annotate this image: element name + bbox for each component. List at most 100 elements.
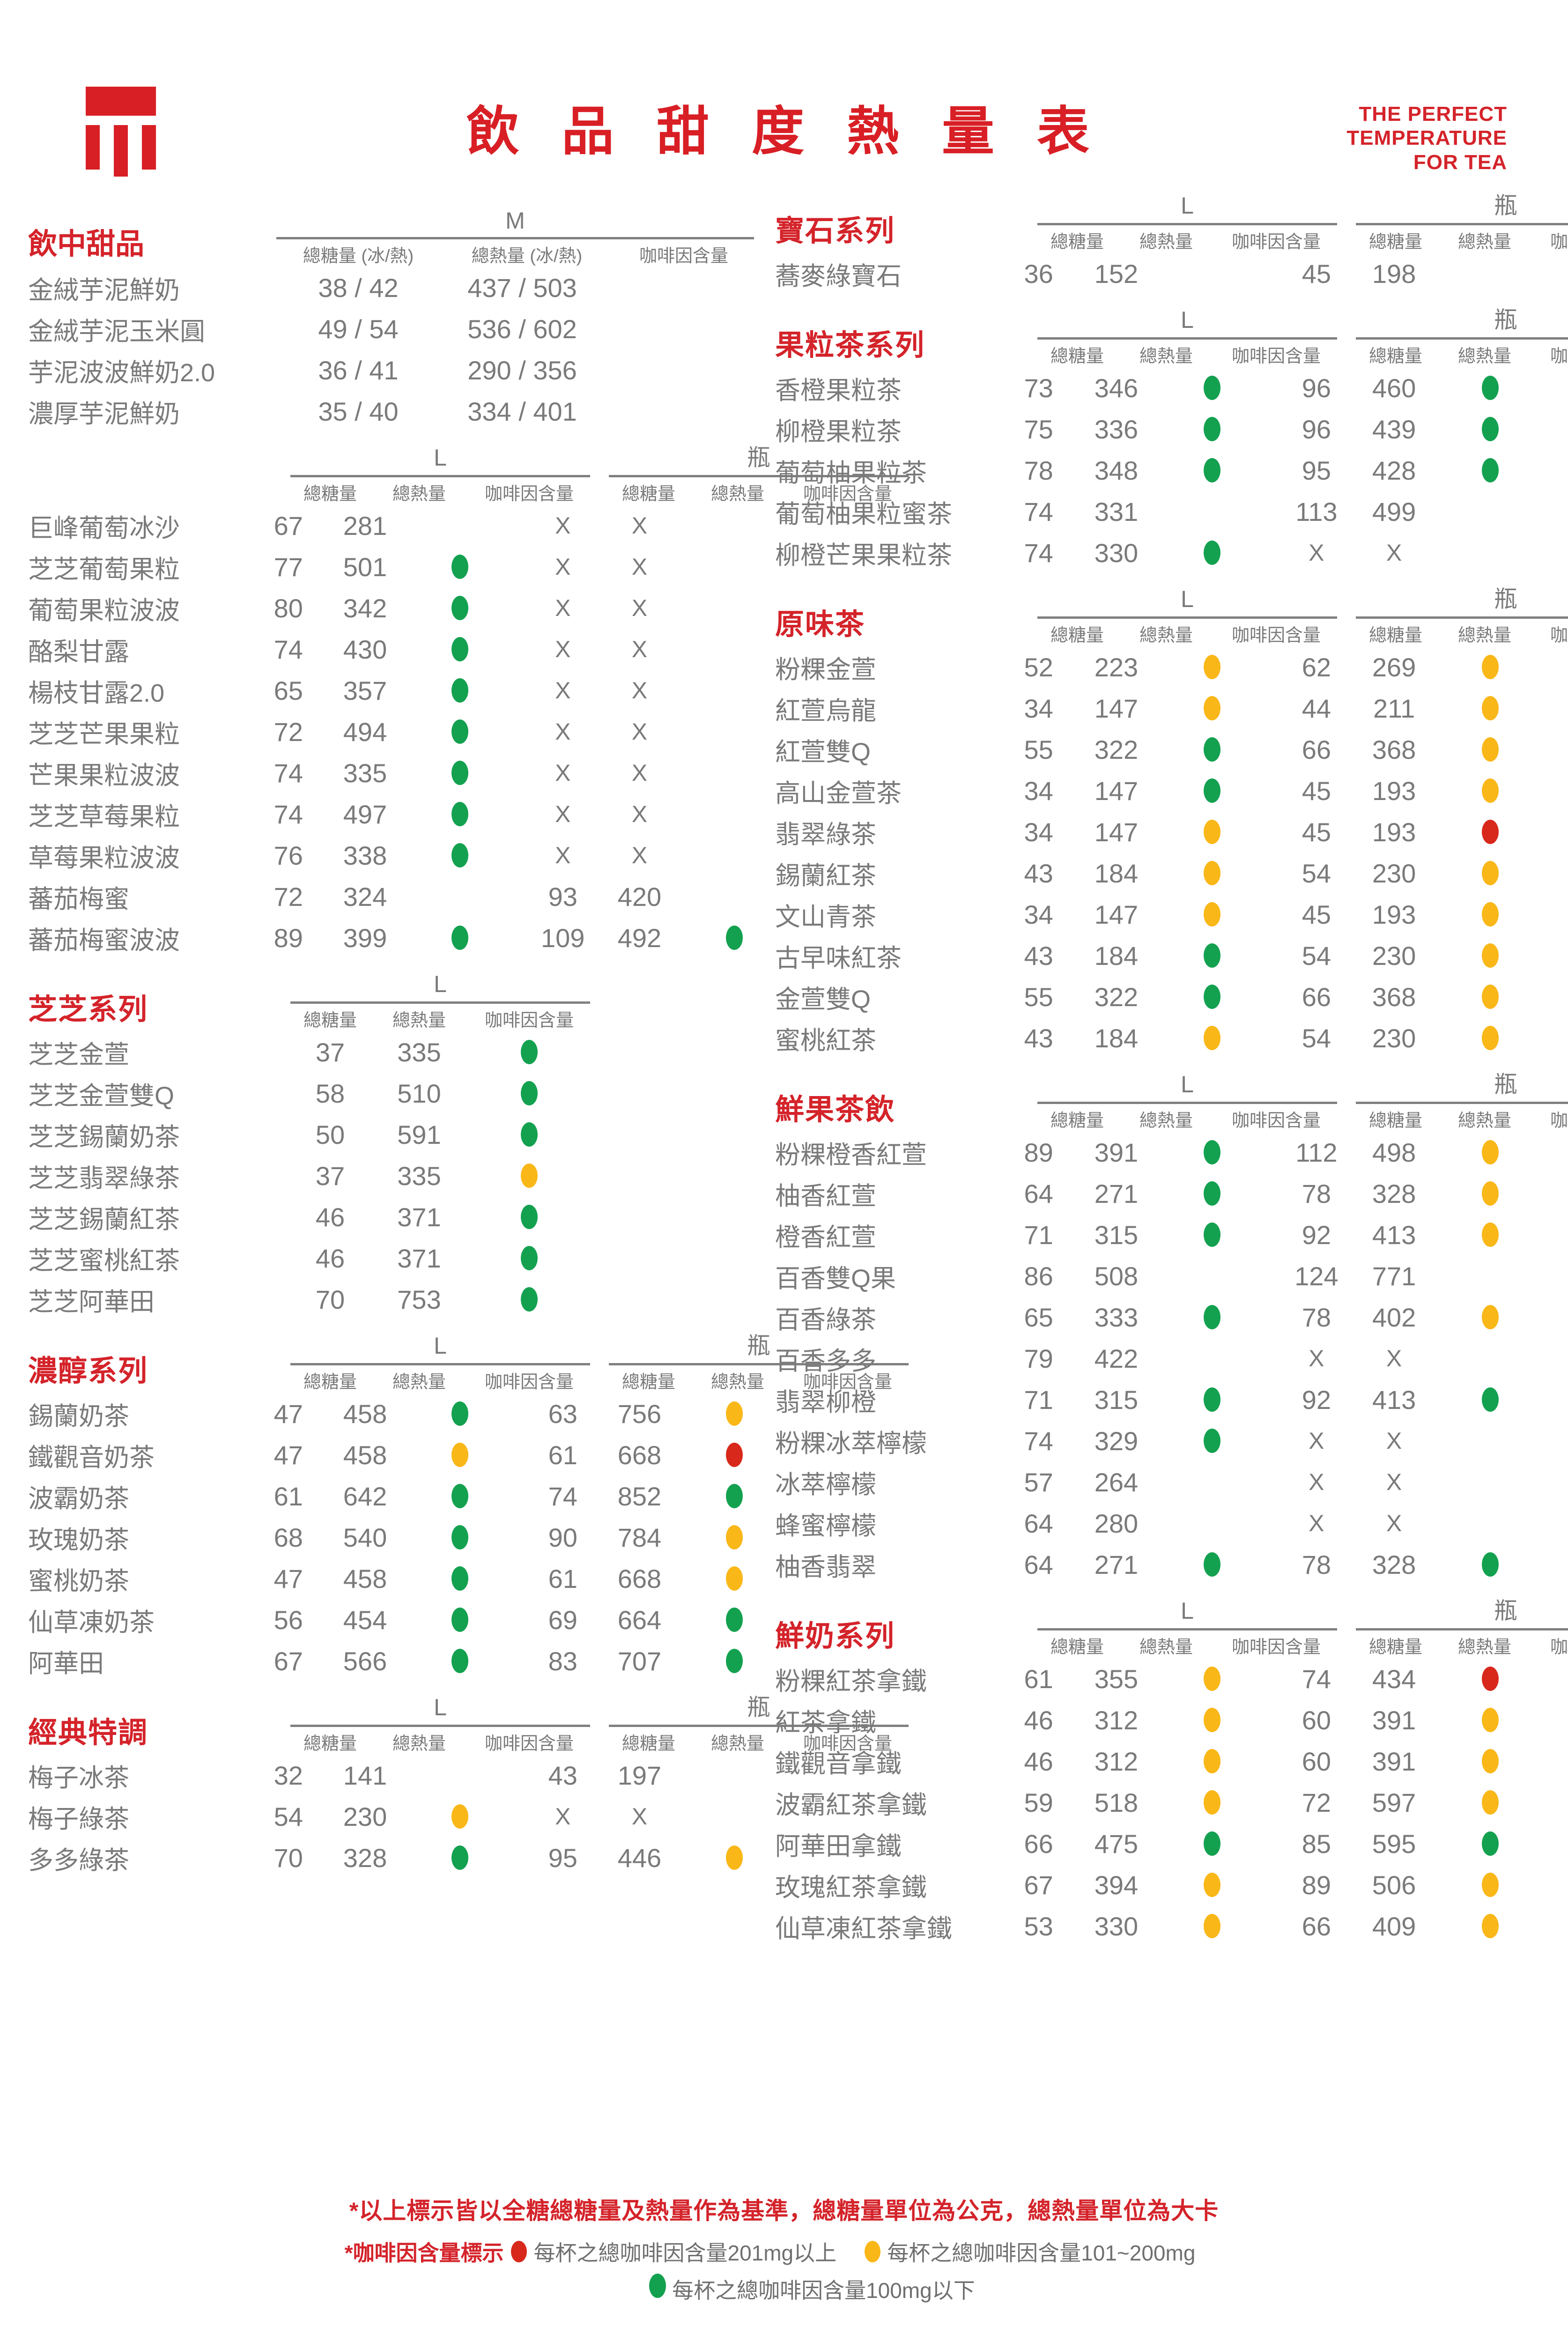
value-caffeine-l <box>1159 696 1265 720</box>
value-sugar-bottle: 95 <box>548 1843 577 1873</box>
value-calorie-bottle: X <box>631 554 648 580</box>
value-sugar-l: 46 <box>1024 1746 1053 1776</box>
value-calorie-l: 315 <box>1094 1385 1139 1415</box>
col-head-sugar: 總糖量 <box>1368 1638 1422 1657</box>
dot-yellow-icon <box>865 2241 881 2262</box>
value-caffeine-l <box>1159 655 1265 679</box>
group-gap <box>1337 1600 1356 1658</box>
dot-green-icon <box>1204 541 1221 565</box>
item-name: 文山青茶 <box>775 903 876 931</box>
value-calorie-l: 322 <box>1094 982 1139 1012</box>
dot-green-icon <box>451 1401 468 1426</box>
table-row: 玫瑰奶茶 68 540 90 784 <box>28 1517 787 1558</box>
value-calorie-bottle: 668 <box>617 1440 662 1470</box>
dot-green-icon <box>1204 1305 1221 1329</box>
table-row: 仙草凍紅茶拿鐵 53 330 66 409 <box>775 1905 1543 1947</box>
value-calorie-l: 147 <box>1094 776 1139 806</box>
dot-green-icon <box>1204 1831 1221 1856</box>
value-caffeine-bottle <box>682 761 787 785</box>
value-caffeine-bottle <box>682 1443 787 1467</box>
dot-yellow-icon <box>1204 1873 1221 1897</box>
value-caffeine-bottle <box>682 513 787 538</box>
value-sugar-bottle: 96 <box>1302 373 1331 403</box>
value-calorie-bottle: 230 <box>1372 941 1416 971</box>
item-name: 芝芝草莓果粒 <box>28 802 180 831</box>
col-head-caffeine: 咖啡因含量 <box>1550 1111 1568 1131</box>
value-calorie-l: 494 <box>343 717 387 747</box>
value-calorie-bottle: X <box>1386 1469 1402 1495</box>
dot-green-icon <box>725 1484 743 1508</box>
value-caffeine-l <box>1159 417 1265 441</box>
group-gap <box>1337 309 1356 367</box>
value-calorie-bottle: 269 <box>1372 652 1416 682</box>
item-name: 百香多多 <box>775 1347 876 1375</box>
value-calorie-bottle: 506 <box>1372 1870 1416 1900</box>
dot-red-icon <box>725 1443 743 1467</box>
value-sugar-bottle: 45 <box>1302 899 1331 929</box>
value-sugar-l: 36 <box>1024 259 1053 289</box>
section-zhizhi: 芝芝系列 L 總糖量 總熱量 咖啡因含量 芝芝金萱 37 335 芝芝金萱雙Q 58 510 芝芝錫蘭… <box>28 972 787 1320</box>
col-head-caffeine: 咖啡因含量 <box>1231 232 1321 252</box>
section-title: 鮮奶系列 <box>775 1619 895 1653</box>
legend-medium: 每杯之總咖啡因含量101~200mg <box>865 2236 1195 2267</box>
dot-green-icon <box>1204 1552 1221 1577</box>
dot-green-icon <box>451 1649 468 1673</box>
value-caffeine-bottle <box>682 884 787 909</box>
item-name: 玫瑰紅茶拿鐵 <box>775 1873 927 1902</box>
dot-yellow-icon <box>1204 1790 1221 1815</box>
value-calorie-l: 184 <box>1094 858 1139 888</box>
value-caffeine-l <box>407 555 512 579</box>
value-caffeine-l <box>1159 1305 1265 1329</box>
value-calorie-l: 336 <box>1094 414 1139 444</box>
value-calorie-l: 147 <box>1094 899 1139 929</box>
value-caffeine-m <box>604 275 745 300</box>
value-sugar-l: 67 <box>274 1646 303 1676</box>
dot-yellow-icon <box>1204 902 1221 926</box>
dot-none-icon <box>726 1763 743 1787</box>
value-sugar-bottle: X <box>555 677 571 704</box>
value-caffeine-bottle <box>1437 1026 1543 1050</box>
dot-green-icon <box>521 1246 538 1270</box>
value-caffeine-l <box>407 637 512 661</box>
value-caffeine-bottle <box>682 678 787 703</box>
dot-yellow-icon <box>1481 1181 1499 1206</box>
col-head-calorie: 總熱量 <box>1457 1111 1511 1131</box>
value-caffeine-m <box>604 399 745 423</box>
group-rule <box>290 1725 590 1727</box>
col-head-calorie: 總熱量 <box>1139 232 1193 252</box>
col-head-caffeine: 咖啡因含量 <box>1550 1638 1568 1657</box>
item-name: 蜜桃紅茶 <box>775 1026 876 1055</box>
value-calorie-m: 334 / 401 <box>467 396 577 426</box>
caffeine-legend-row-1: *咖啡因含量標示 每杯之總咖啡因含量201mg以上 每杯之總咖啡因含量101~2… <box>0 2236 1568 2267</box>
value-caffeine-l <box>407 1649 512 1673</box>
item-name: 阿華田 <box>28 1649 104 1678</box>
table-row: 翡翠綠茶 34 147 45 193 <box>775 811 1543 852</box>
item-name: 仙草凍紅茶拿鐵 <box>775 1914 952 1943</box>
dot-yellow-icon <box>1481 1914 1499 1938</box>
value-calorie-l: 338 <box>343 840 387 870</box>
value-calorie-bottle: 193 <box>1372 899 1416 929</box>
value-calorie-l: 422 <box>1094 1343 1139 1373</box>
group-gap <box>1337 588 1356 646</box>
value-sugar-l: 37 <box>315 1037 345 1067</box>
group-size-label: 瓶 <box>1494 1598 1517 1624</box>
section-header: 飲中甜品 M 總糖量 (冰/熱) 總熱量 (冰/熱) 咖啡因含量 <box>28 197 787 267</box>
value-calorie-l: 591 <box>397 1119 441 1149</box>
group-size-label: 瓶 <box>747 1333 770 1359</box>
dot-none-icon <box>1482 261 1499 286</box>
dot-green-icon <box>1481 1387 1499 1412</box>
value-caffeine-l <box>1159 376 1265 400</box>
group-gap <box>590 1335 609 1393</box>
value-caffeine-bottle <box>682 1608 787 1632</box>
left-column: 飲中甜品 M 總糖量 (冰/熱) 總熱量 (冰/熱) 咖啡因含量 金絨芋泥鮮奶 38 / 4… <box>28 197 909 1883</box>
value-sugar-l: 50 <box>315 1119 345 1149</box>
col-head-caffeine: 咖啡因含量 <box>484 1011 574 1030</box>
group-rule <box>1037 616 1337 619</box>
table-row: 多多綠茶 70 328 95 446 <box>28 1837 787 1878</box>
col-head-caffeine: 咖啡因含量 <box>1550 626 1568 645</box>
col-head-calorie: 總熱量 <box>710 1372 764 1392</box>
tagline-line-3: FOR TEA <box>1413 150 1507 174</box>
col-head-sugar: 總糖量 <box>1368 232 1422 252</box>
value-calorie-bottle: 193 <box>1372 776 1416 806</box>
value-sugar-bottle: 69 <box>548 1605 577 1635</box>
